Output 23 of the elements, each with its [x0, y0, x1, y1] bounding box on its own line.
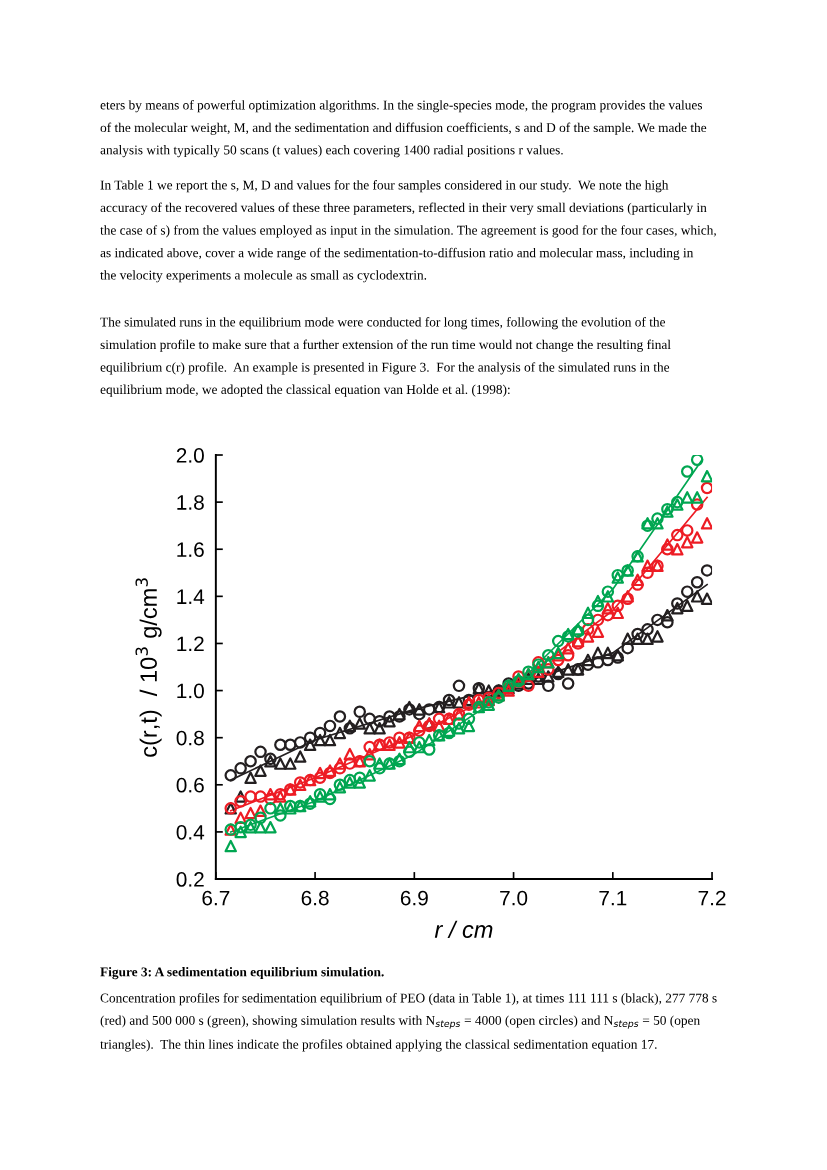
y-tick-label: 2.0	[176, 448, 204, 463]
y-tick-label: 1.4	[177, 589, 205, 604]
text: eters by means of powerful optimization algorithms. In the single-species mode, the program provides the values of the molecular weight, M, and the sedimentation and diffusion coefficients, s and D of the sample. We made the analysis with typically 50 scans (t values) each covering 1400 radial positions r values.	[100, 100, 707, 158]
y-tick-label: 1.8	[177, 495, 204, 510]
text: The simulated runs in the equilibrium mode were conducted for long times, following the evolution of the simulation profile to make sure that a further extension of the run time would not change the resulting final equilibrium c(r) profile. An example is presented in Figure 3. For the analysis of the simulated runs in the equilibrium mode, we adopted the classical equation van Holde et al. (1998):	[100, 317, 671, 397]
y-tick-label: 0.8	[176, 730, 204, 746]
y-tick-label: 0.4	[176, 824, 205, 840]
y-tick-label: 1.6	[177, 542, 204, 557]
x-tick-label: 6.8	[301, 890, 329, 906]
x-tick-label: 7.0	[500, 890, 528, 906]
text: In Table 1 we report the s, M, D and values for the four samples considered in our study. We note the high accuracy of the recovered values of these three parameters, reflected in their very small deviations (particularly in the case of s) from the values employed as input in the simulation. The agreement is good for the four cases, which, as indicated above, cover a wide range of the sedimentation-to-diffusion ratio and molecular mass, including in the velocity experiments a molecule as small as cyclodextrin.	[100, 180, 716, 283]
y-tick-label: 0.6	[176, 777, 204, 793]
caption: Figure 3: A sedimentation equilibrium simulation.	[100, 967, 384, 980]
text: Concentration profiles for sedimentation equilibrium of PEO (data in Table 1), at times 111 111 s (black), 277 778 s (red) and 500 000 s (green), showing simulation results with N$_{steps}$ = 4000 (open circles) and N$_{steps}$ = 50 (open triangles). The thin lines indicate the profiles obtained applying the classical sedimentation equation 17.	[100, 993, 717, 1052]
y-tick-label: 0.2	[176, 872, 204, 887]
x-tick-label: 7.2	[698, 890, 726, 906]
y-tick-label: 1.2	[177, 636, 204, 652]
x-tick-label: 6.7	[202, 890, 230, 906]
x-tick-label: 6.9	[400, 890, 428, 906]
x-tick-label: 7.1	[599, 890, 627, 906]
y-tick-label: 1.0	[177, 683, 204, 699]
x-axis-title: r / cm	[434, 920, 493, 939]
y-axis-title: c(r,t) / 10$^{3}$ g/cm$^{3}$	[135, 578, 162, 757]
